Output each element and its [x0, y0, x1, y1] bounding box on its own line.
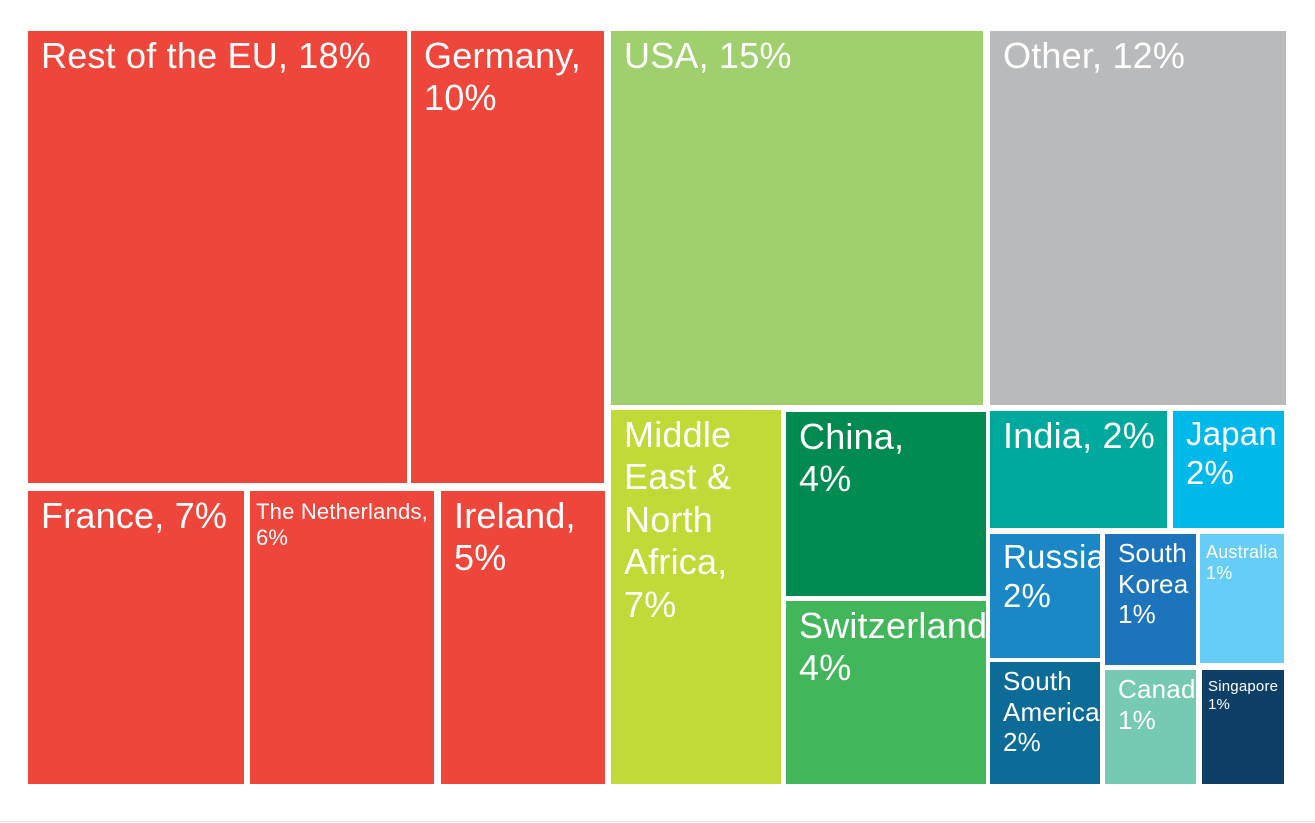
- segment-label: Germany, 10%: [424, 35, 581, 119]
- segment-label: India, 2%: [1003, 415, 1155, 456]
- segment-label: France, 7%: [41, 495, 228, 536]
- segment-china: China, 4%: [786, 412, 986, 596]
- segment-south-america: South America 2%: [990, 662, 1100, 784]
- segment-germany: Germany, 10%: [411, 31, 604, 483]
- segment-the-netherlands: The Netherlands, 6%: [250, 491, 434, 784]
- segment-australia: Australia 1%: [1200, 534, 1284, 663]
- segment-france: France, 7%: [28, 491, 244, 784]
- segment-middle-east-north-africa: Middle East & North Africa, 7%: [611, 410, 781, 784]
- segment-canada: Canada 1%: [1105, 670, 1196, 784]
- segment-label: Japan 2%: [1186, 415, 1277, 491]
- segment-usa: USA, 15%: [611, 31, 983, 405]
- segment-label: China, 4%: [799, 416, 905, 500]
- segment-label: South Korea 1%: [1118, 538, 1189, 630]
- segment-label: Australia 1%: [1206, 542, 1278, 584]
- segment-label: Other, 12%: [1003, 35, 1186, 76]
- segment-label: Russia 2%: [1003, 538, 1100, 614]
- segment-label: Rest of the EU, 18%: [41, 35, 371, 76]
- segment-switzerland: Switzerland 4%: [786, 601, 986, 784]
- segment-other: Other, 12%: [990, 31, 1286, 405]
- segment-label: Canada 1%: [1118, 674, 1196, 735]
- segment-japan: Japan 2%: [1173, 411, 1284, 528]
- bottom-divider: [0, 821, 1315, 822]
- segment-rest-of-the-eu: Rest of the EU, 18%: [28, 31, 407, 483]
- segment-label: South America 2%: [1003, 666, 1100, 758]
- segment-ireland: Ireland, 5%: [441, 491, 605, 784]
- segment-singapore: Singapore 1%: [1202, 670, 1284, 784]
- segment-label: Singapore 1%: [1208, 678, 1279, 713]
- segment-russia: Russia 2%: [990, 534, 1100, 658]
- segment-label: The Netherlands, 6%: [256, 499, 428, 550]
- segment-label: Ireland, 5%: [454, 495, 576, 579]
- segment-south-korea: South Korea 1%: [1105, 534, 1196, 665]
- segment-label: Middle East & North Africa, 7%: [624, 414, 732, 625]
- segment-label: Switzerland 4%: [799, 605, 986, 689]
- segment-label: USA, 15%: [624, 35, 792, 76]
- segment-india: India, 2%: [990, 411, 1167, 528]
